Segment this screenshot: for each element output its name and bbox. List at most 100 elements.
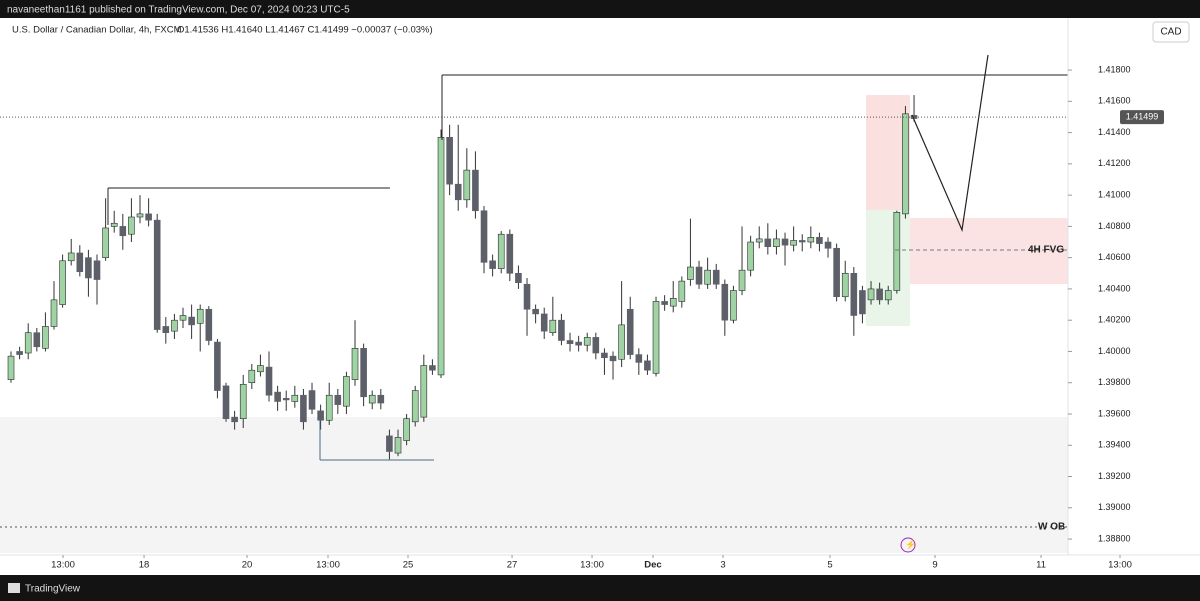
candle-body	[334, 394, 342, 405]
brand: TradingView	[25, 584, 81, 595]
candle-body	[558, 319, 565, 341]
candle-body	[867, 288, 875, 301]
candle-body	[24, 332, 32, 354]
candle-body	[532, 308, 539, 315]
y-tick-label: 1.39400	[1098, 440, 1131, 450]
candle-body	[652, 301, 660, 374]
currency-box[interactable]	[1152, 21, 1190, 43]
candle-body	[859, 290, 866, 315]
candle-body	[386, 435, 393, 452]
candle-body	[128, 216, 135, 235]
candle-body	[515, 272, 522, 283]
candle-body	[214, 341, 221, 391]
candle-body	[626, 308, 634, 355]
candle-body	[798, 240, 806, 243]
candle-body	[50, 299, 58, 327]
x-tick-label: 13:00	[1108, 560, 1132, 571]
candle-body	[7, 355, 15, 380]
candle-body	[601, 352, 608, 359]
candle-body	[695, 266, 703, 285]
candle-body	[687, 266, 694, 280]
candle-body	[472, 169, 479, 212]
candle-body	[265, 366, 273, 396]
candle-body	[85, 257, 92, 279]
candle-body	[738, 269, 746, 291]
candle-body	[523, 283, 531, 310]
candle-body	[343, 376, 350, 407]
candle-body	[325, 394, 333, 421]
last-price-box	[1120, 110, 1164, 125]
candle-body	[755, 238, 763, 243]
candle-body	[876, 288, 883, 301]
candle-body	[446, 136, 453, 185]
candle-body	[712, 269, 720, 285]
x-tick-label: 3	[720, 560, 725, 571]
candle-body	[678, 280, 686, 302]
candle-body	[506, 233, 514, 274]
candle-body	[403, 418, 410, 441]
candle-body	[16, 351, 23, 355]
x-tick-label: 25	[403, 560, 414, 571]
candle-body	[67, 252, 75, 262]
candle-body	[566, 340, 574, 344]
candle-body	[394, 437, 402, 454]
candle-body	[239, 383, 247, 419]
candle-body	[162, 326, 170, 333]
chart-title: U.S. Dollar / Canadian Dollar, 4h, FXCM	[12, 25, 182, 36]
candle-body	[669, 298, 677, 307]
x-tick-label: Dec	[644, 560, 661, 571]
y-tick-label: 1.40000	[1098, 346, 1131, 356]
candle-body	[609, 355, 617, 362]
candle-body	[274, 391, 281, 402]
candle-body	[575, 341, 582, 346]
candle-body	[807, 237, 815, 243]
y-tick-label: 1.41600	[1098, 96, 1131, 106]
candle-body	[644, 360, 651, 371]
logo	[8, 583, 20, 593]
candle-body	[33, 332, 41, 348]
candle-body	[480, 210, 488, 263]
publisher: navaneethan1161 published on TradingView…	[7, 5, 350, 16]
currency: CAD	[1160, 27, 1181, 38]
candle-body	[489, 260, 496, 269]
candle-body	[583, 337, 591, 346]
last-price-label: 1.41499	[1126, 111, 1159, 121]
candle-body	[824, 241, 832, 249]
event-icon[interactable]	[900, 537, 916, 553]
candle-body	[42, 326, 49, 349]
y-tick-label: 1.41200	[1098, 158, 1131, 168]
candle-body	[196, 308, 204, 324]
candle-body	[179, 315, 187, 321]
candle-body	[102, 227, 109, 258]
candle-body	[592, 337, 600, 354]
candle-body	[730, 290, 737, 321]
candle-body	[790, 240, 797, 246]
event-icon: ⚡	[905, 538, 916, 550]
candle-body	[454, 183, 462, 201]
candle-body	[110, 222, 118, 227]
candle-body	[902, 113, 909, 215]
candle-body	[411, 390, 419, 423]
x-tick-label: 27	[507, 560, 518, 571]
x-tick-label: 13:00	[580, 560, 604, 571]
ob-zone	[0, 417, 1068, 553]
candle-body	[257, 365, 264, 373]
candle-body	[59, 260, 66, 305]
candle-body	[497, 233, 505, 269]
candle-body	[618, 324, 625, 360]
candle-body	[231, 416, 238, 423]
y-tick-label: 1.38800	[1098, 533, 1131, 543]
x-tick-label: 11	[1036, 560, 1046, 571]
annotation: 4H FVG	[1028, 245, 1064, 256]
candle-body	[635, 354, 643, 363]
candle-body	[171, 319, 178, 332]
x-tick-label: 13:00	[316, 560, 340, 571]
candle-body	[833, 247, 840, 298]
short-target	[866, 210, 910, 326]
candle-body	[93, 260, 101, 280]
candle-body	[816, 237, 823, 244]
candle-body	[781, 238, 789, 246]
candle-body	[420, 365, 428, 418]
x-tick-label: 13:00	[51, 560, 75, 571]
